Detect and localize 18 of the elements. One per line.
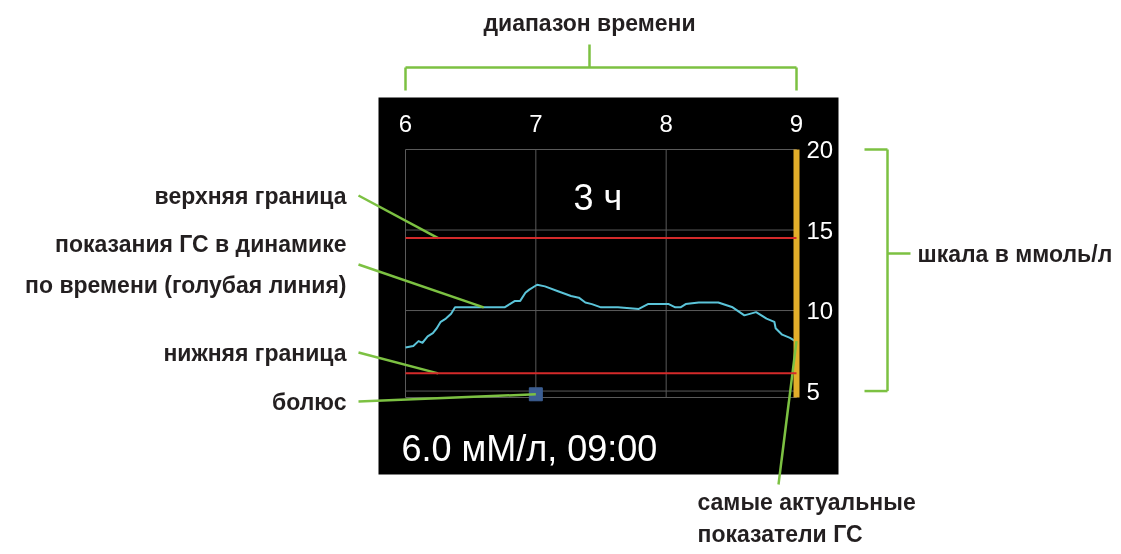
text: диапазон времени [483,9,696,36]
annotation: верхняя граница [154,182,347,209]
x-tick-label: 9 [789,109,804,137]
line-series [404,283,797,349]
annotation: болюс [272,388,347,415]
x-tick-label: 8 [659,109,673,137]
y-tick-label: 10 [806,297,834,325]
x-tick-label: 6 [398,109,413,137]
y-tick-label: 15 [806,216,834,244]
annotation: показания ГС в динамике по времени (голубая линия) [25,231,347,298]
y-tick-label: 5 [806,377,820,405]
text: 6.0 мМ/л, 09:00 [401,428,658,469]
annotation: 3 ч [573,177,623,218]
text: шкала в ммоль/л [917,240,1113,267]
x-tick-label: 7 [529,109,543,137]
y-tick-label: 20 [806,136,834,163]
annotation: самые актуальные показатели ГС [697,488,916,547]
annotation: нижняя граница [163,339,347,366]
